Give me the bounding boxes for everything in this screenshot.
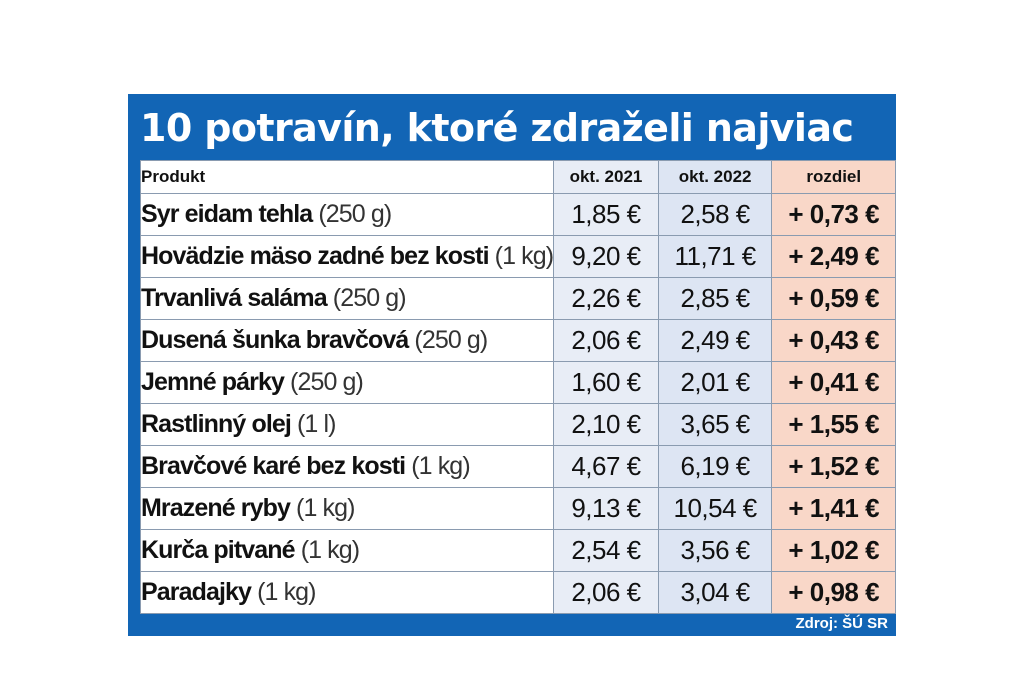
price-2022: 3,56 € bbox=[657, 529, 773, 572]
product-unit: (250 g) bbox=[332, 284, 407, 312]
price-2021: 4,67 € bbox=[553, 445, 659, 488]
product-name: Rastlinný olej bbox=[141, 410, 292, 438]
product-cell: Bravčové karé bez kosti (1 kg) bbox=[139, 445, 555, 488]
source-note: Zdroj: ŠÚ SR bbox=[795, 615, 889, 632]
product-unit: (1 kg) bbox=[494, 242, 554, 270]
price-difference: + 1,41 € bbox=[771, 487, 896, 530]
table-row: Mrazené ryby (1 kg) 9,13 €10,54 € + 1,41 € bbox=[139, 487, 896, 530]
product-unit: (1 kg) bbox=[257, 578, 316, 606]
price-difference: + 0,43 € bbox=[771, 319, 896, 362]
product-cell: Rastlinný olej (1 l) bbox=[139, 403, 555, 446]
product-name: Hovädzie mäso zadné bez kosti bbox=[141, 242, 490, 270]
product-name: Paradajky bbox=[141, 578, 252, 606]
price-2022: 2,58 € bbox=[657, 193, 773, 236]
price-2021: 9,20 € bbox=[553, 235, 659, 278]
table-row: Dusená šunka bravčová (250 g) 2,06 €2,49 … bbox=[139, 319, 896, 362]
price-difference: + 0,98 € bbox=[771, 571, 896, 614]
product-cell: Hovädzie mäso zadné bez kosti (1 kg) bbox=[139, 235, 555, 278]
price-difference: + 1,55 € bbox=[771, 403, 896, 446]
product-cell: Mrazené ryby (1 kg) bbox=[139, 487, 555, 530]
price-2021: 2,06 € bbox=[553, 571, 659, 614]
price-difference: + 0,59 € bbox=[771, 277, 896, 320]
price-2022: 10,54 € bbox=[657, 487, 773, 530]
table-row: Hovädzie mäso zadné bez kosti (1 kg) 9,20… bbox=[139, 235, 896, 278]
table-row: Paradajky (1 kg) 2,06 €3,04 € + 0,98 € bbox=[139, 571, 896, 614]
price-2021: 2,10 € bbox=[553, 403, 659, 446]
infographic-title: 10 potravín, ktoré zdraželi najviac bbox=[140, 106, 854, 150]
product-unit: (1 kg) bbox=[296, 494, 355, 522]
price-2021: 1,85 € bbox=[553, 193, 659, 236]
product-unit: (1 kg) bbox=[411, 452, 470, 480]
product-cell: Syr eidam tehla (250 g) bbox=[139, 193, 555, 236]
table-row: Jemné párky (250 g) 1,60 €2,01 € + 0,41 € bbox=[139, 361, 896, 404]
price-2022: 11,71 € bbox=[657, 235, 773, 278]
price-2021: 1,60 € bbox=[553, 361, 659, 404]
header-product: Produkt bbox=[139, 160, 555, 194]
price-2021: 2,06 € bbox=[553, 319, 659, 362]
table-row: Syr eidam tehla (250 g) 1,85 €2,58 € + 0,7… bbox=[139, 193, 896, 236]
product-name: Bravčové karé bez kosti bbox=[141, 452, 407, 480]
table-row: Kurča pitvané (1 kg) 2,54 €3,56 € + 1,02 € bbox=[139, 529, 896, 572]
price-difference: + 1,52 € bbox=[771, 445, 896, 488]
table-row: Trvanlivá saláma (250 g) 2,26 €2,85 € + 0,… bbox=[139, 277, 896, 320]
price-table: Produkt okt. 2021 okt. 2022 rozdiel Syr … bbox=[139, 160, 896, 614]
price-2021: 9,13 € bbox=[553, 487, 659, 530]
price-2022: 3,04 € bbox=[657, 571, 773, 614]
table-row: Rastlinný olej (1 l) 2,10 €3,65 € + 1,55 € bbox=[139, 403, 896, 446]
table-row: Bravčové karé bez kosti (1 kg) 4,67 €6,19… bbox=[139, 445, 896, 488]
product-cell: Trvanlivá saláma (250 g) bbox=[139, 277, 555, 320]
product-name: Mrazené ryby bbox=[141, 494, 291, 522]
table-body: Syr eidam tehla (250 g) 1,85 €2,58 € + 0,7… bbox=[139, 193, 896, 614]
product-name: Jemné párky bbox=[141, 368, 285, 396]
header-oct-2021: okt. 2021 bbox=[553, 160, 659, 194]
product-name: Trvanlivá saláma bbox=[141, 284, 328, 312]
price-2022: 2,49 € bbox=[657, 319, 773, 362]
product-unit: (250 g) bbox=[414, 326, 488, 354]
price-2022: 2,01 € bbox=[657, 361, 773, 404]
product-unit: (250 g) bbox=[290, 368, 364, 396]
price-difference: + 0,41 € bbox=[771, 361, 896, 404]
product-name: Syr eidam tehla bbox=[141, 200, 314, 228]
price-2022: 2,85 € bbox=[657, 277, 773, 320]
table-header-row: Produkt okt. 2021 okt. 2022 rozdiel bbox=[139, 160, 896, 194]
price-2022: 3,65 € bbox=[657, 403, 773, 446]
price-difference: + 2,49 € bbox=[771, 235, 896, 278]
product-unit: (1 l) bbox=[296, 410, 336, 438]
header-difference: rozdiel bbox=[771, 160, 896, 194]
price-difference: + 1,02 € bbox=[771, 529, 896, 572]
header-oct-2022: okt. 2022 bbox=[657, 160, 773, 194]
product-cell: Paradajky (1 kg) bbox=[139, 571, 555, 614]
product-cell: Jemné párky (250 g) bbox=[139, 361, 555, 404]
product-name: Kurča pitvané bbox=[141, 536, 296, 564]
infographic-frame: 10 potravín, ktoré zdraželi najviac Prod… bbox=[128, 94, 896, 636]
price-2021: 2,26 € bbox=[553, 277, 659, 320]
product-unit: (1 kg) bbox=[300, 536, 360, 564]
price-2021: 2,54 € bbox=[553, 529, 659, 572]
product-cell: Kurča pitvané (1 kg) bbox=[139, 529, 555, 572]
price-difference: + 0,73 € bbox=[771, 193, 896, 236]
product-unit: (250 g) bbox=[318, 200, 392, 228]
product-cell: Dusená šunka bravčová (250 g) bbox=[139, 319, 555, 362]
product-name: Dusená šunka bravčová bbox=[141, 326, 410, 354]
price-2022: 6,19 € bbox=[657, 445, 773, 488]
